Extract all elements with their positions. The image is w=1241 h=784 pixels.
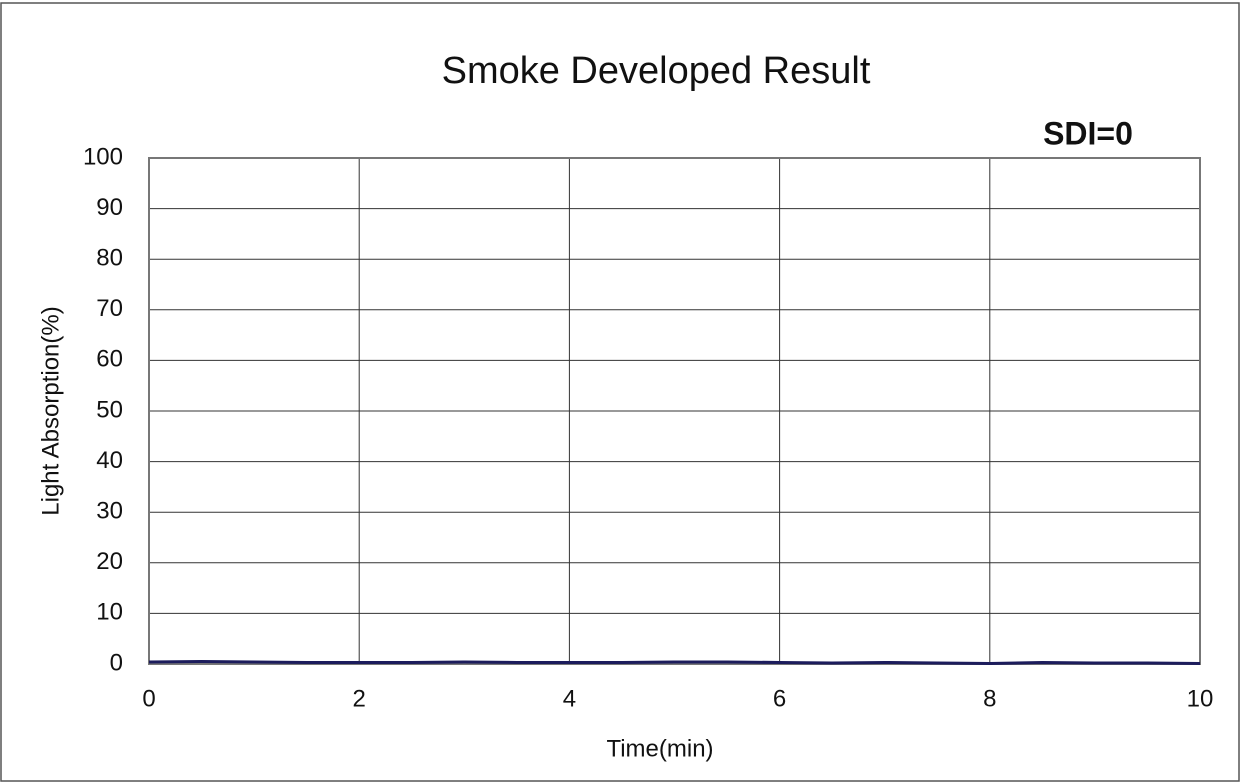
annotation: SDI=0 — [1043, 115, 1133, 151]
y-tick-label: 30 — [96, 498, 123, 525]
data-line — [148, 659, 1201, 665]
y-tick-label: 100 — [83, 143, 123, 170]
y-axis-label: Light Absorption(%) — [37, 306, 64, 515]
y-tick-label: 0 — [110, 649, 123, 676]
x-tick-label: 0 — [142, 685, 155, 712]
y-tick-label: 60 — [96, 346, 123, 373]
y-tick-label: 20 — [96, 548, 123, 575]
y-tick-label: 80 — [96, 245, 123, 272]
y-tick-label: 40 — [96, 447, 123, 474]
y-tick-label: 50 — [96, 396, 123, 423]
plot-border — [148, 157, 1201, 665]
x-tick-label: 10 — [1187, 685, 1214, 712]
x-tick-label: 8 — [983, 685, 996, 712]
x-tick-label: 4 — [563, 685, 576, 712]
chart-title: Smoke Developed Result — [442, 50, 871, 92]
y-tick-label: 10 — [96, 599, 123, 626]
y-tick-label: 70 — [96, 295, 123, 322]
y-tick-label: 90 — [96, 194, 123, 221]
x-tick-label: 2 — [353, 685, 366, 712]
x-tick-label: 6 — [773, 685, 786, 712]
x-axis-label: Time(min) — [606, 735, 713, 762]
